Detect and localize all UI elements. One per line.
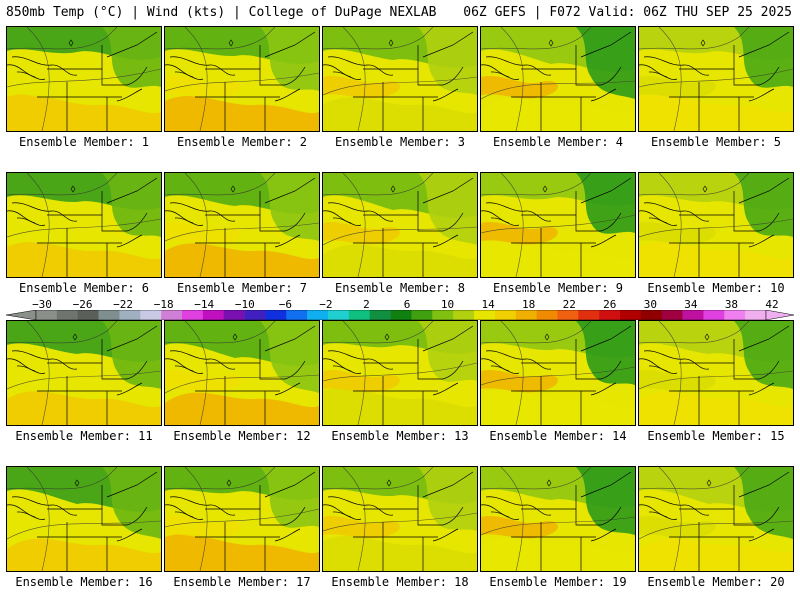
ensemble-panel: Ensemble Member: 10 <box>638 172 794 295</box>
member-label: Ensemble Member: 9 <box>492 281 624 295</box>
colorbar-tick-label: 6 <box>403 298 411 311</box>
ensemble-panel: Ensemble Member: 3 <box>322 26 478 149</box>
member-map <box>164 26 320 132</box>
member-map <box>6 172 162 278</box>
member-label: Ensemble Member: 14 <box>489 429 627 443</box>
colorbar-tick-label: 30 <box>643 298 657 311</box>
member-label: Ensemble Member: 1 <box>18 135 150 149</box>
member-label: Ensemble Member: 3 <box>334 135 466 149</box>
member-map <box>6 320 162 426</box>
member-map <box>6 26 162 132</box>
colorbar-tick-label: −22 <box>113 298 134 311</box>
ensemble-panel: Ensemble Member: 18 <box>322 466 478 589</box>
member-map <box>322 320 478 426</box>
colorbar-tick-label: −14 <box>194 298 215 311</box>
valid-time: 06Z GEFS | F072 Valid: 06Z THU SEP 25 20… <box>463 5 792 20</box>
colorbar-tick-label: −2 <box>319 298 333 311</box>
ensemble-panel: Ensemble Member: 9 <box>480 172 636 295</box>
colorbar <box>6 310 794 320</box>
ensemble-panel: Ensemble Member: 14 <box>480 320 636 443</box>
colorbar-tick-label: −26 <box>72 298 93 311</box>
colorbar-tick-label: 14 <box>481 298 495 311</box>
member-map <box>164 320 320 426</box>
member-map <box>322 466 478 572</box>
ensemble-panel: Ensemble Member: 8 <box>322 172 478 295</box>
ensemble-panel: Ensemble Member: 1 <box>6 26 162 149</box>
ensemble-panel: Ensemble Member: 12 <box>164 320 320 443</box>
colorbar-tick-label: −18 <box>153 298 174 311</box>
member-label: Ensemble Member: 13 <box>331 429 469 443</box>
ensemble-panel: Ensemble Member: 16 <box>6 466 162 589</box>
colorbar-tick-label: −30 <box>32 298 52 311</box>
colorbar-tick-label: −6 <box>278 298 292 311</box>
colorbar-tick-label: 38 <box>724 298 739 311</box>
ensemble-panel: Ensemble Member: 4 <box>480 26 636 149</box>
member-map <box>164 172 320 278</box>
colorbar-tick-label: 10 <box>440 298 455 311</box>
colorbar-ticks: −30 −26 −22 −18 −14 −10 −6 −2 2 6 10 14 18 22 26 30 34 38… <box>6 298 794 311</box>
member-map <box>480 320 636 426</box>
member-label: Ensemble Member: 7 <box>176 281 308 295</box>
ensemble-panel: Ensemble Member: 19 <box>480 466 636 589</box>
member-map <box>638 320 794 426</box>
ensemble-panel: Ensemble Member: 20 <box>638 466 794 589</box>
ensemble-panel: Ensemble Member: 7 <box>164 172 320 295</box>
ensemble-panel: Ensemble Member: 6 <box>6 172 162 295</box>
member-label: Ensemble Member: 10 <box>647 281 785 295</box>
ensemble-panel: Ensemble Member: 17 <box>164 466 320 589</box>
map-title: 850mb Temp (°C) | Wind (kts) | College o… <box>6 5 437 20</box>
member-map <box>480 26 636 132</box>
member-map <box>638 172 794 278</box>
colorbar-tick-label: 2 <box>363 298 370 311</box>
member-map <box>6 466 162 572</box>
member-label: Ensemble Member: 8 <box>334 281 466 295</box>
member-map <box>322 172 478 278</box>
colorbar-tick-label: −10 <box>234 298 255 311</box>
member-label: Ensemble Member: 5 <box>650 135 782 149</box>
colorbar-tick-label: 22 <box>562 298 576 311</box>
member-label: Ensemble Member: 16 <box>15 575 153 589</box>
member-map <box>480 466 636 572</box>
member-label: Ensemble Member: 2 <box>176 135 308 149</box>
member-map <box>638 26 794 132</box>
member-label: Ensemble Member: 11 <box>15 429 153 443</box>
member-label: Ensemble Member: 17 <box>173 575 311 589</box>
colorbar-tick-label: 18 <box>522 298 536 311</box>
member-label: Ensemble Member: 6 <box>18 281 150 295</box>
member-label: Ensemble Member: 12 <box>173 429 311 443</box>
member-label: Ensemble Member: 18 <box>331 575 469 589</box>
member-label: Ensemble Member: 4 <box>492 135 624 149</box>
member-label: Ensemble Member: 20 <box>647 575 785 589</box>
ensemble-panel: Ensemble Member: 5 <box>638 26 794 149</box>
member-map <box>322 26 478 132</box>
ensemble-panel: Ensemble Member: 15 <box>638 320 794 443</box>
ensemble-panel: Ensemble Member: 11 <box>6 320 162 443</box>
member-map <box>480 172 636 278</box>
member-map <box>164 466 320 572</box>
ensemble-panel: Ensemble Member: 2 <box>164 26 320 149</box>
colorbar-tick-label: 26 <box>603 298 617 311</box>
colorbar-tick-label: 34 <box>684 298 698 311</box>
colorbar-tick-label: 42 <box>765 298 779 311</box>
member-label: Ensemble Member: 19 <box>489 575 627 589</box>
ensemble-panel: Ensemble Member: 13 <box>322 320 478 443</box>
member-map <box>638 466 794 572</box>
member-label: Ensemble Member: 15 <box>647 429 785 443</box>
